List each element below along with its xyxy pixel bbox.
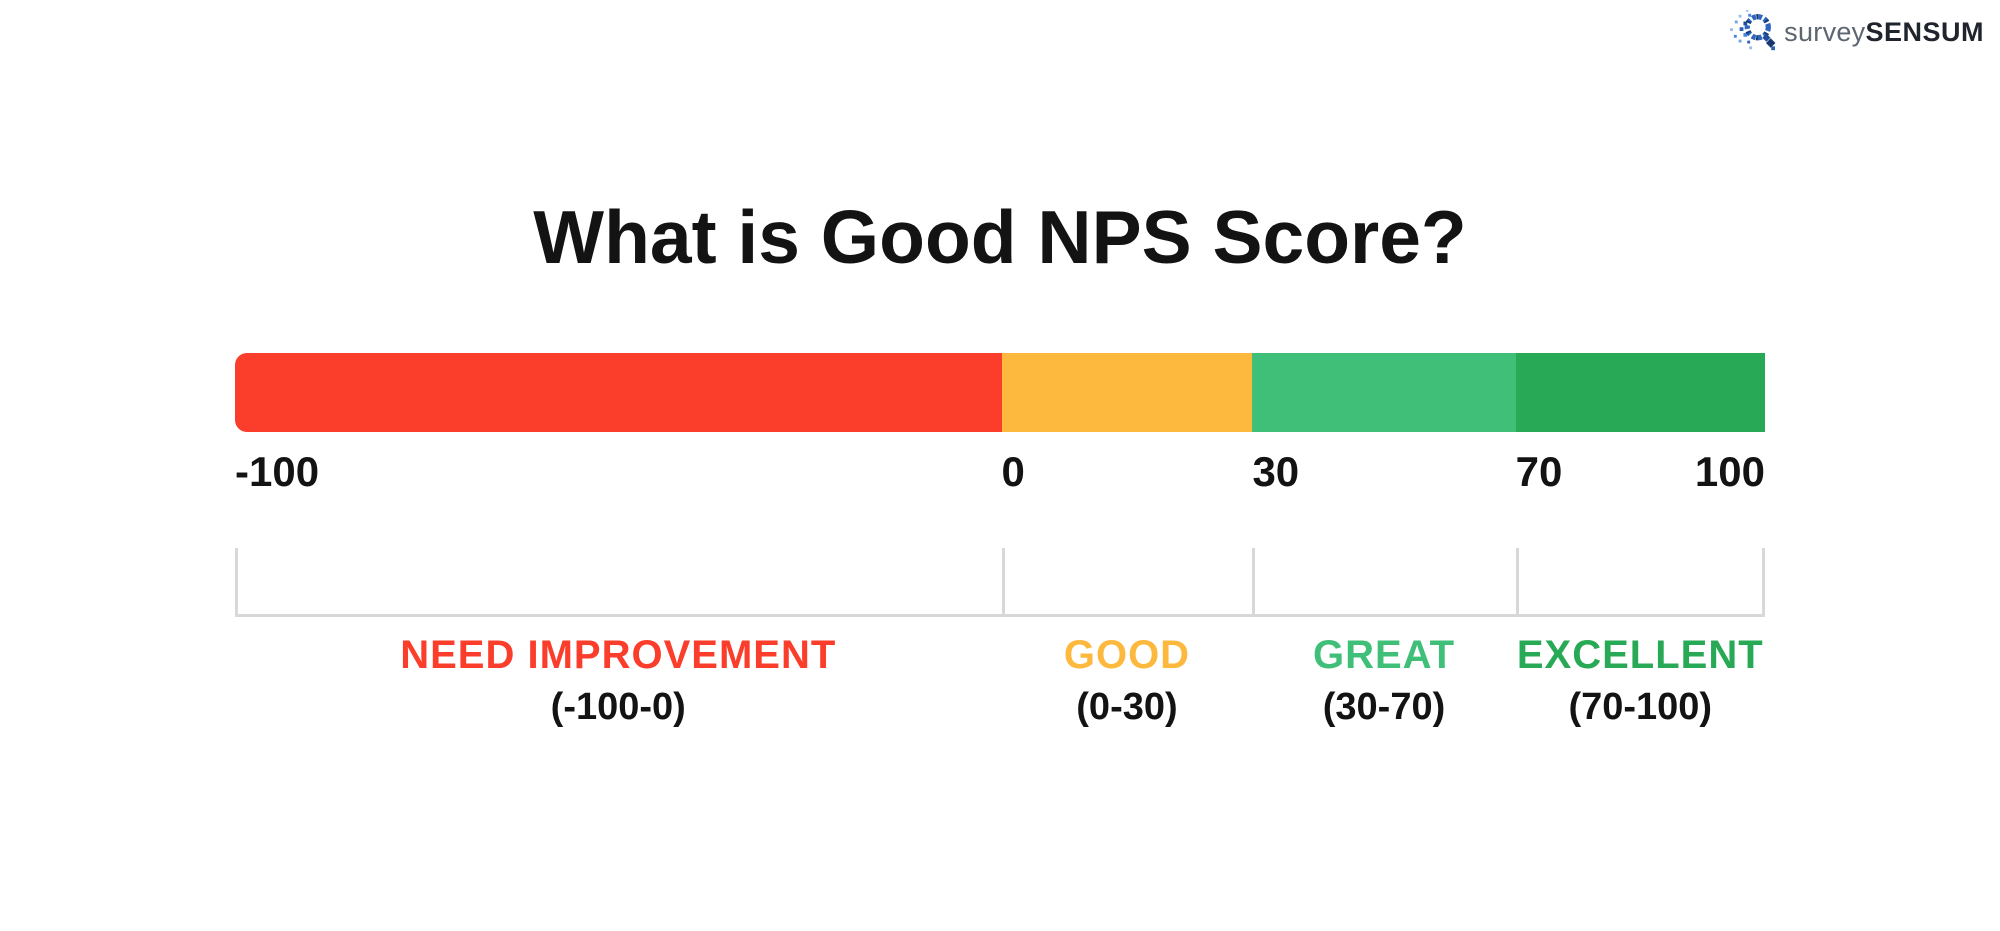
category-need-improvement-name: NEED IMPROVEMENT — [400, 633, 837, 677]
tick-label-70: 70 — [1515, 448, 1563, 495]
category-excellent: EXCELLENT (70-100) — [1516, 633, 1765, 729]
category-great-range: (30-70) — [1322, 686, 1446, 728]
segment-excellent — [1515, 353, 1765, 432]
category-great-name: GREAT — [1312, 633, 1456, 677]
segment-good — [1001, 353, 1253, 432]
category-labels: NEED IMPROVEMENT (-100-0) GOOD (0-30) GR… — [235, 633, 1765, 729]
bracket-tick-30 — [1252, 548, 1256, 617]
bracket-tick-0 — [1001, 548, 1005, 617]
category-need-improvement: NEED IMPROVEMENT (-100-0) — [235, 633, 1002, 729]
page-title: What is Good NPS Score? — [533, 195, 1467, 279]
category-good-range: (0-30) — [1076, 686, 1178, 728]
segment-great — [1252, 353, 1516, 432]
category-need-improvement-range: (-100-0) — [550, 686, 686, 728]
surveysensum-logo-text: surveySENSUM — [1784, 10, 1984, 54]
surveysensum-logo: surveySENSUM — [1729, 10, 1984, 54]
nps-scale-bar — [235, 353, 1765, 432]
tick-label-minus100: -100 — [235, 448, 320, 495]
tick-label-100: 100 — [1694, 448, 1765, 495]
category-excellent-range: (70-100) — [1568, 686, 1713, 728]
tick-label-0: 0 — [1001, 448, 1025, 495]
bracket-tick-100 — [1762, 548, 1765, 617]
segment-need-improvement — [235, 353, 1002, 432]
scale-tick-labels: -100 0 30 70 100 — [235, 448, 1765, 500]
category-good-name: GOOD — [1063, 633, 1191, 677]
bracket-tick-minus100 — [235, 548, 238, 617]
logo-text-survey: survey — [1784, 17, 1866, 47]
range-brackets — [235, 548, 1765, 617]
category-great: GREAT (30-70) — [1252, 633, 1515, 729]
bracket-tick-70 — [1515, 548, 1519, 617]
category-good: GOOD (0-30) — [1002, 633, 1253, 729]
logo-text-sensum: SENSUM — [1865, 17, 1984, 47]
category-excellent-name: EXCELLENT — [1516, 633, 1764, 677]
surveysensum-magnifier-icon — [1730, 10, 1776, 51]
tick-label-30: 30 — [1252, 448, 1300, 495]
bracket-baseline — [235, 614, 1765, 617]
